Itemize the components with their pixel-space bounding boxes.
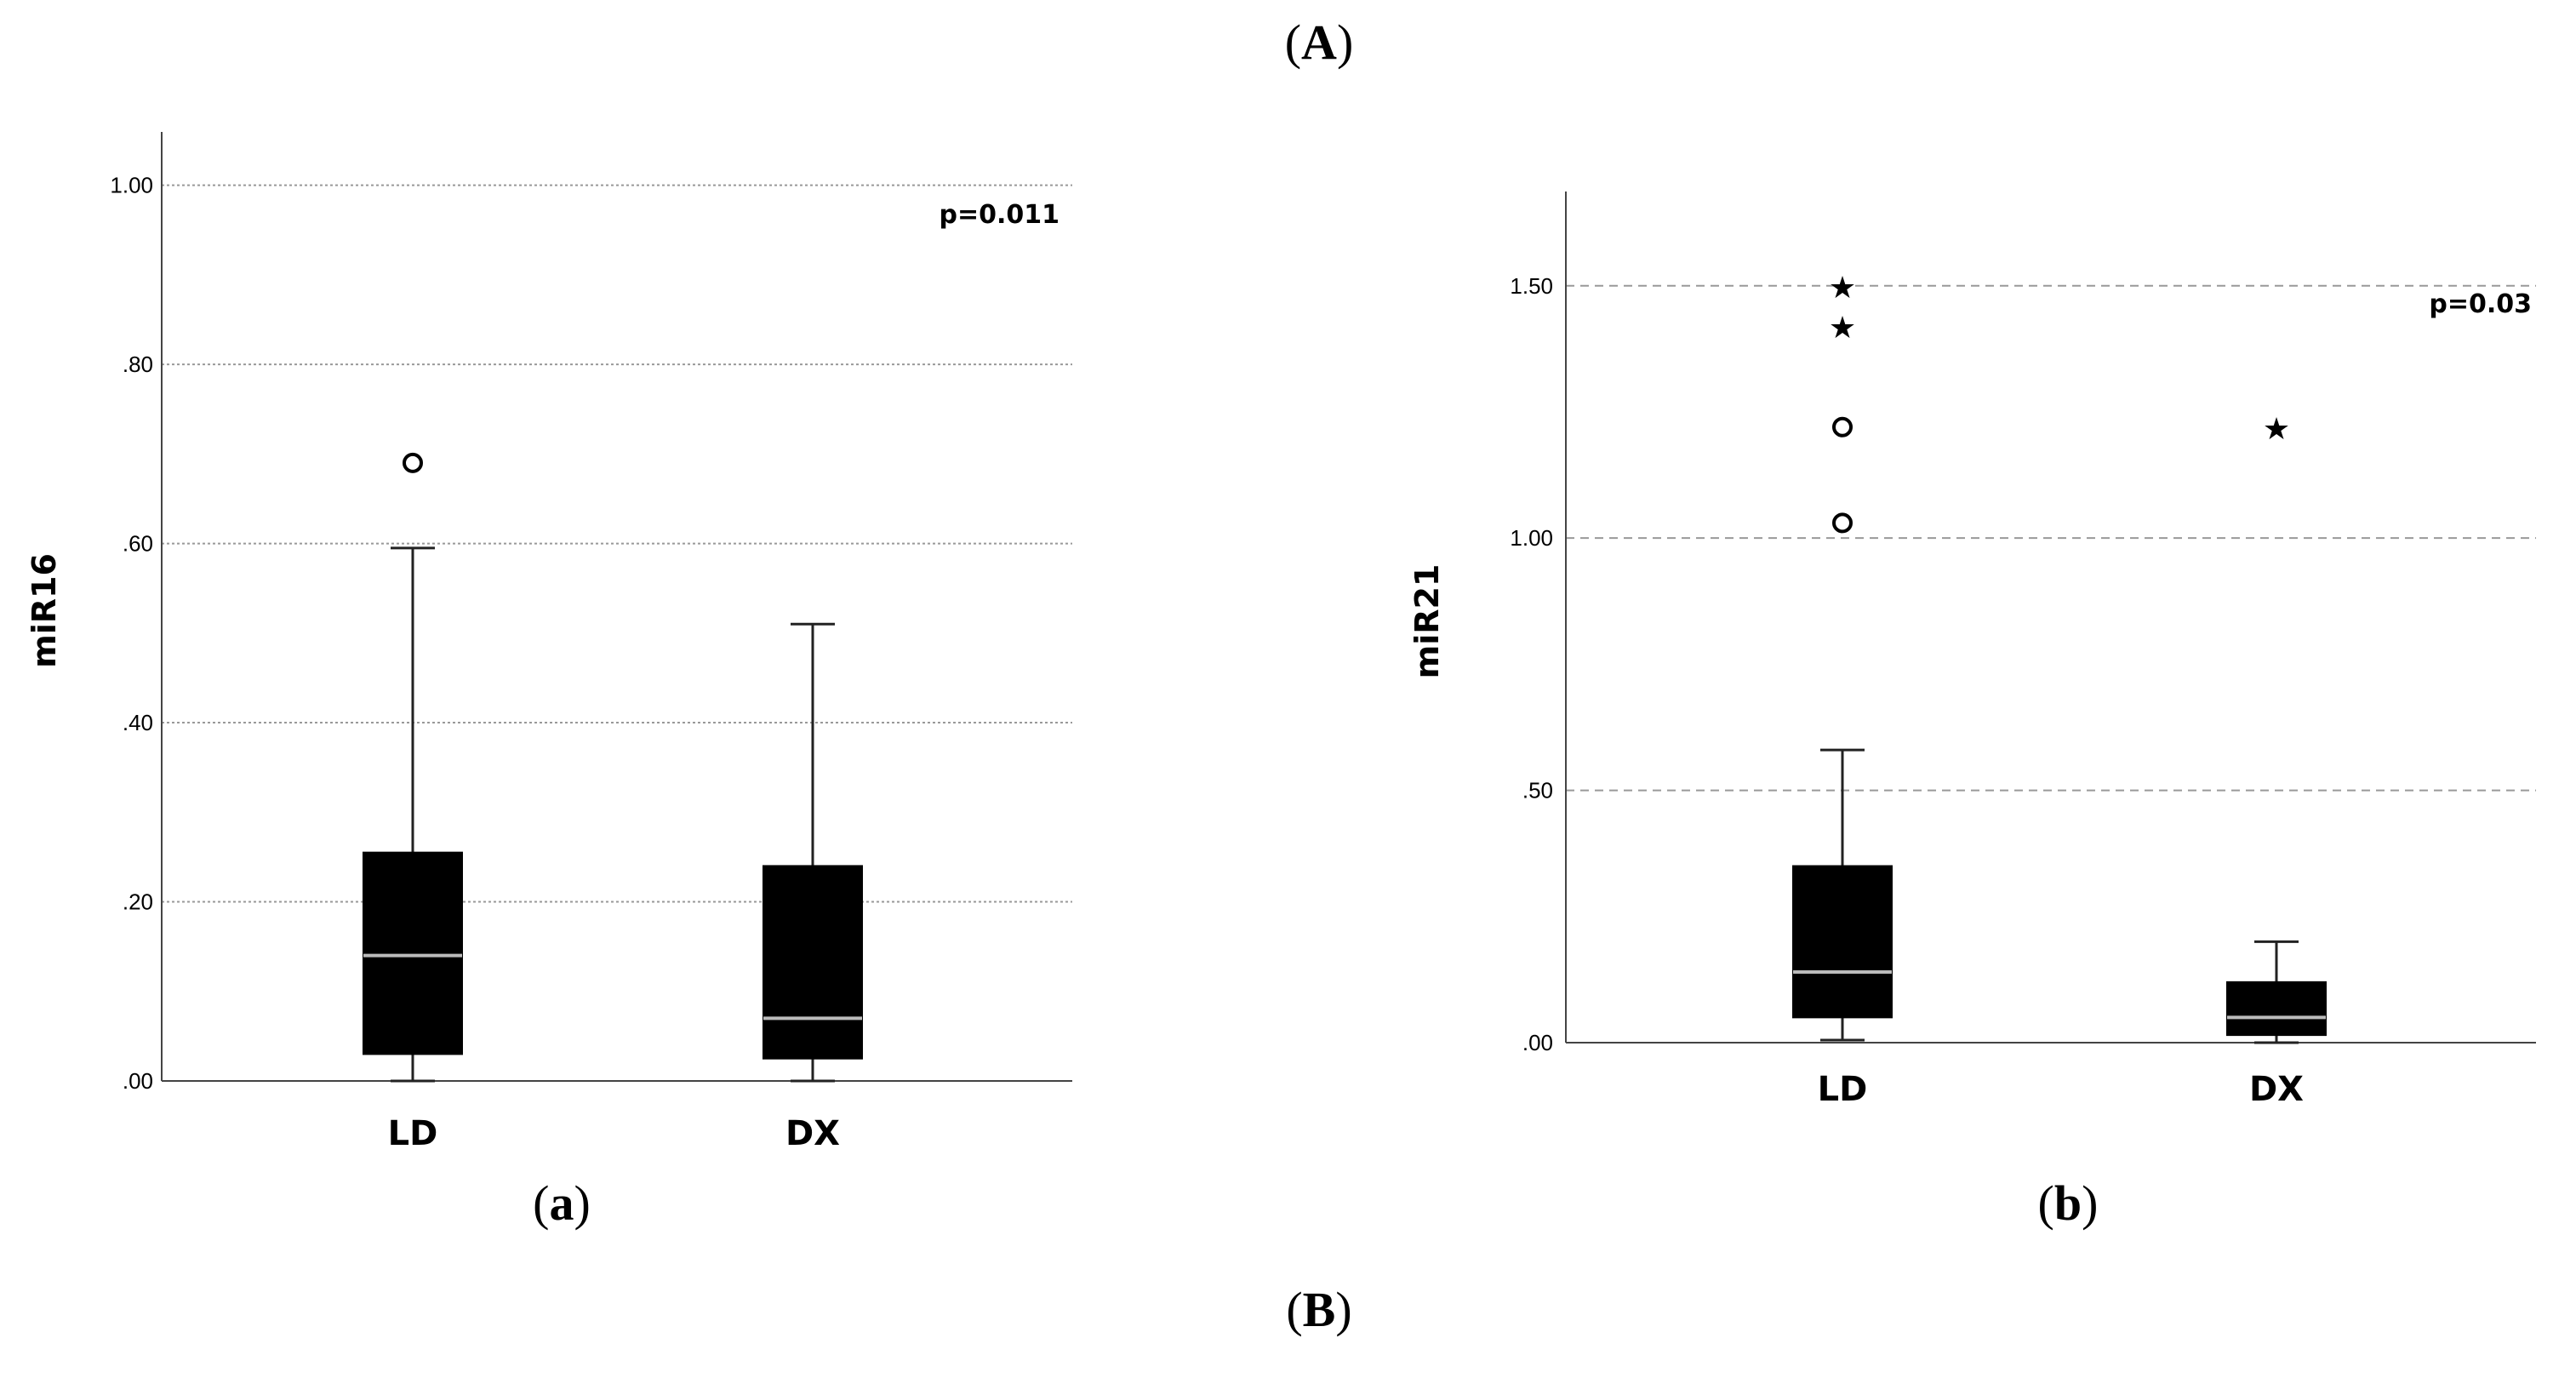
y-tick-label: .00 [123,1068,153,1094]
box-dx [2226,981,2327,1037]
y-tick-label: 1.50 [1510,273,1553,299]
y-axis-label: miR16 [26,553,63,668]
figure-label-a: (a) [533,1175,591,1231]
figure-label-a-text: a [549,1175,574,1231]
y-tick-label: .20 [123,889,153,915]
outlier-circle-ld [1832,416,1853,437]
x-category-label: DX [785,1114,840,1153]
figure-label-A-text: A [1301,14,1337,70]
outlier-star-ld: ★ [1829,271,1856,306]
x-category-label: LD [1818,1070,1868,1109]
y-tick-label: .40 [123,710,153,735]
box-ld [363,851,463,1055]
figure-label-B: (B) [1286,1282,1352,1337]
outlier-star-dx: ★ [2263,412,2290,447]
y-tick-label: .80 [123,352,153,377]
outlier-star-ld: ★ [1829,311,1856,346]
boxplot-mir21: .00 .50 1.00 1.50 miR21 p=0.03 ★ ★ LD ★ DX [1408,192,2536,1109]
x-category-label: LD [388,1114,438,1153]
y-tick-label: 1.00 [110,173,153,198]
y-axis-label: miR21 [1408,564,1446,679]
x-category-label: DX [2249,1070,2304,1109]
y-tick-label: .60 [123,531,153,557]
figure-label-b: (b) [2037,1175,2099,1231]
p-value-annotation: p=0.03 [2429,289,2532,319]
figure-label-B-text: B [1302,1282,1336,1337]
figure-label-A: (A) [1284,14,1354,70]
y-tick-label: 1.00 [1510,525,1553,551]
box-dx [763,865,863,1060]
figure-label-b-text: b [2053,1175,2082,1231]
y-tick-label: .50 [1522,778,1553,803]
y-tick-label: .00 [1522,1030,1553,1055]
box-ld [1792,865,1893,1019]
p-value-annotation: p=0.011 [939,200,1060,230]
outlier-circle-ld [403,452,423,473]
outlier-circle-ld [1832,512,1853,534]
boxplot-mir16: .00 .20 .40 .60 .80 1.00 miR16 p=0.011 LD DX [26,132,1072,1153]
